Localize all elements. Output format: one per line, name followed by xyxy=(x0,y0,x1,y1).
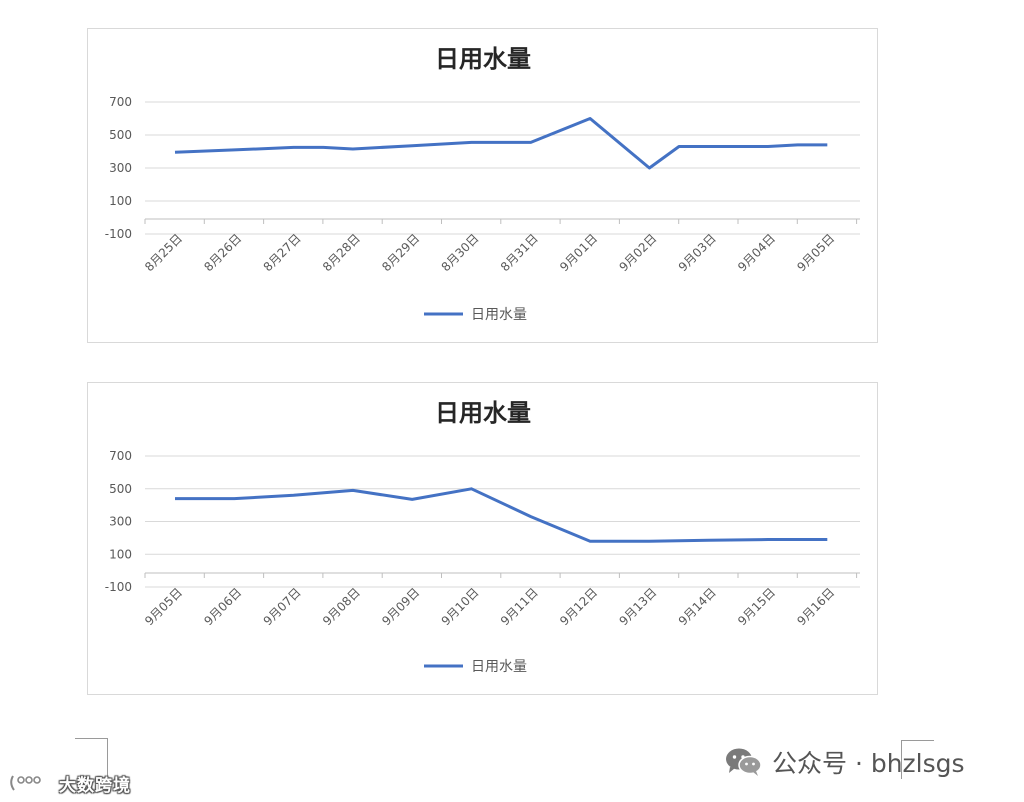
y-tick-label: 500 xyxy=(109,128,132,142)
x-tick-label: 9月11日 xyxy=(498,585,541,628)
y-tick-label: -100 xyxy=(105,580,132,594)
x-tick-label: 9月15日 xyxy=(735,585,778,628)
y-tick-label: 100 xyxy=(109,547,132,561)
y-tick-label: 500 xyxy=(109,482,132,496)
y-tick-label: -100 xyxy=(105,227,132,241)
line-chart-1: 日用水量 700 500 300 100 -100 8月25日 8月26日 8月27日 8月28日… xyxy=(105,45,860,323)
x-tick-label: 8月27日 xyxy=(261,231,304,274)
x-tick-label: 9月13日 xyxy=(616,585,659,628)
wechat-icon xyxy=(726,748,762,776)
x-tick-label: 9月14日 xyxy=(676,585,719,628)
y-tick-label: 700 xyxy=(109,449,132,463)
x-tick-label: 9月06日 xyxy=(201,585,244,628)
line-chart-2: 日用水量 700 500 300 100 -100 9月05日 9月06日 9月07日 9月08日… xyxy=(105,399,860,675)
series-line xyxy=(175,487,828,543)
y-tick-label: 700 xyxy=(109,95,132,109)
chart-card-1: 日用水量 700 500 300 100 -100 8月25日 8月26日 8月27日 8月28日… xyxy=(87,28,878,343)
x-tick-label: 9月05日 xyxy=(794,231,837,274)
x-tick-label: 9月09日 xyxy=(379,585,422,628)
chart-title: 日用水量 xyxy=(435,45,531,73)
x-tick-label: 8月30日 xyxy=(439,231,482,274)
x-tick-label: 8月25日 xyxy=(142,231,185,274)
crop-mark-left xyxy=(75,738,108,777)
x-tick-label: 9月12日 xyxy=(557,585,600,628)
x-tick-label: 9月02日 xyxy=(616,231,659,274)
watermark-left-text: 大数跨境 xyxy=(59,775,131,796)
x-tick-label: 9月16日 xyxy=(794,585,837,628)
y-tick-label: 300 xyxy=(109,515,132,529)
x-tick-label: 9月01日 xyxy=(557,231,600,274)
dashu-logo-icon xyxy=(10,775,41,791)
x-tick-label: 9月10日 xyxy=(439,585,482,628)
x-tick-label: 9月08日 xyxy=(320,585,363,628)
legend-label: 日用水量 xyxy=(471,307,527,323)
y-tick-label: 100 xyxy=(109,194,132,208)
watermark-right-text: 公众号 · bhzlsgs xyxy=(772,749,965,778)
chart-title: 日用水量 xyxy=(435,399,531,427)
x-tick-label: 8月26日 xyxy=(201,231,244,274)
watermark-right: 公众号 · bhzlsgs xyxy=(724,742,965,782)
legend-label: 日用水量 xyxy=(471,659,527,675)
watermark-left: 大数跨境 xyxy=(7,770,131,796)
chart-card-2: 日用水量 700 500 300 100 -100 9月05日 9月06日 9月07日 9月08日… xyxy=(87,382,878,695)
x-tick-label: 9月07日 xyxy=(261,585,304,628)
y-tick-label: 300 xyxy=(109,161,132,175)
x-tick-label: 9月03日 xyxy=(676,231,719,274)
x-tick-label: 9月04日 xyxy=(735,231,778,274)
series-line xyxy=(174,117,828,170)
crop-mark-right xyxy=(901,740,934,779)
x-tick-label: 8月29日 xyxy=(379,231,422,274)
x-tick-label: 9月05日 xyxy=(142,585,185,628)
x-tick-label: 8月28日 xyxy=(320,231,363,274)
x-tick-label: 8月31日 xyxy=(498,231,541,274)
